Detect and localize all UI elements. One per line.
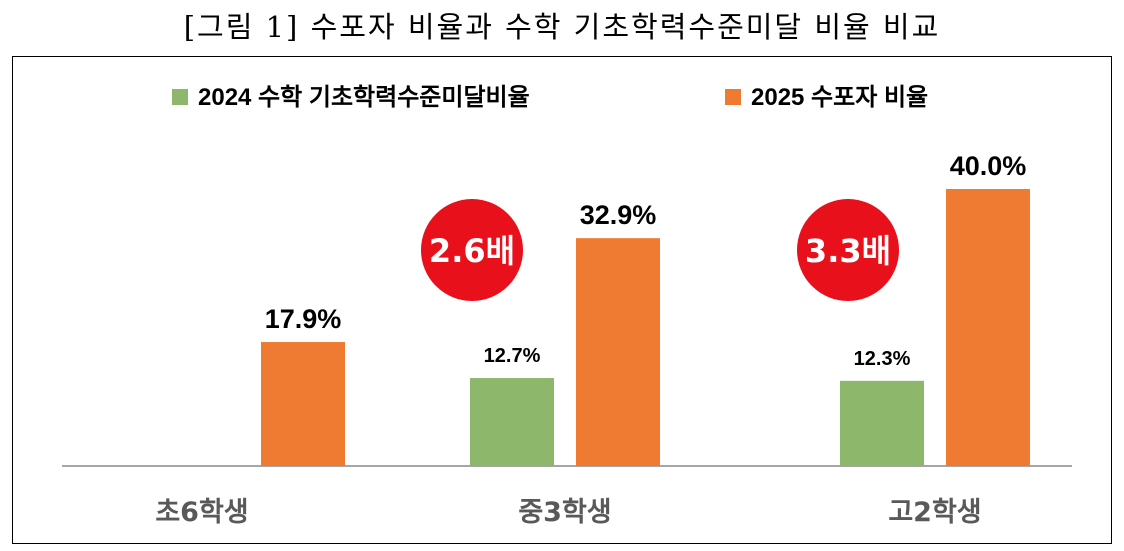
bar-green-3 [840,380,924,466]
ratio-badge-circle-2 [797,199,899,301]
value-label-orange-3: 40.0% [950,151,1027,181]
value-label-orange-1: 17.9% [265,304,342,334]
legend-swatch-1 [172,89,188,105]
bar-orange-1 [261,342,345,466]
figure-title: [그림 1] 수포자 비율과 수학 기초학력수준미달 비율 비교 [183,10,941,44]
category-label-3: 고2학생 [888,497,981,528]
legend-label-1: 2024 수학 기초학력수준미달비율 [198,84,530,111]
category-label-1: 초6학생 [155,497,248,528]
legend-swatch-2 [725,89,741,105]
chart-frame [12,56,1112,544]
ratio-badge-circle-1 [421,199,523,301]
ratio-badge-text-1: 2.6배 [429,232,515,270]
bar-green-2 [470,378,554,466]
category-label-2: 중3학생 [518,497,611,528]
legend-label-2: 2025 수포자 비율 [751,84,928,111]
value-label-orange-2: 32.9% [580,200,657,230]
bar-orange-2 [576,238,660,466]
value-label-green-3: 12.3% [854,348,911,370]
ratio-badge-text-2: 3.3배 [805,232,891,270]
value-label-green-2: 12.7% [484,345,541,367]
bar-orange-3 [946,189,1030,466]
